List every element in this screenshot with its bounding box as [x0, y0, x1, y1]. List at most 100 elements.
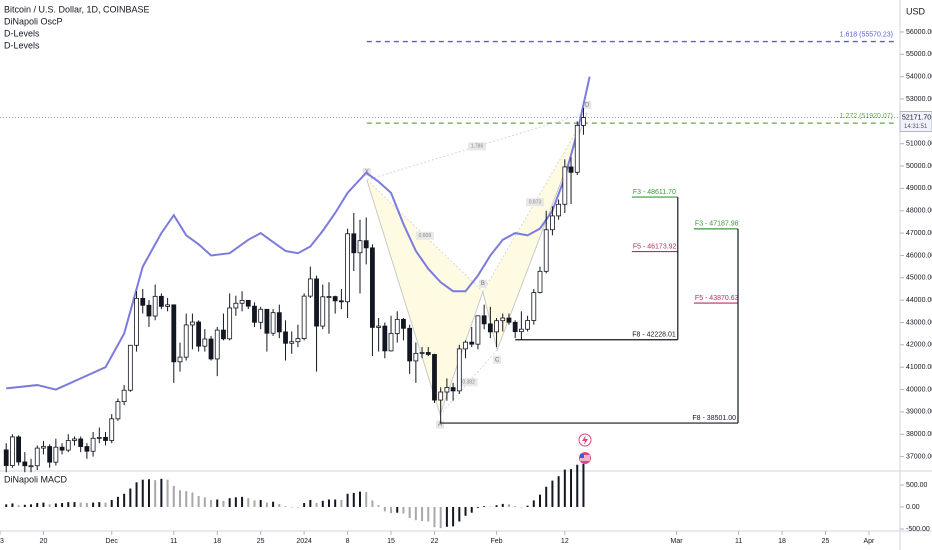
candle-body — [34, 447, 40, 467]
candle-body — [301, 295, 307, 339]
d-level-label: F8 - 38501.00 — [692, 415, 736, 422]
macd-bar — [557, 476, 560, 507]
x-tick-label: Feb — [491, 538, 503, 545]
macd-bar — [216, 499, 219, 507]
candle-body — [78, 438, 84, 447]
macd-bar — [54, 503, 57, 507]
candle-body — [109, 418, 115, 441]
pattern-point-box — [583, 100, 592, 109]
macd-bar — [545, 486, 548, 507]
y-tick-label: 44000.00 — [906, 297, 932, 304]
d-level-label: F5 - 43870.63 — [695, 295, 739, 302]
macd-bar — [464, 506, 467, 516]
macd-bar — [17, 505, 20, 507]
macd-bar — [85, 503, 88, 507]
x-tick-label: 11 — [170, 538, 177, 545]
candle-body — [10, 436, 15, 466]
candle-body — [190, 321, 195, 326]
candle-body — [351, 233, 357, 254]
macd-bar — [247, 498, 250, 507]
macd-bar — [501, 503, 504, 507]
ratio-box — [526, 198, 545, 207]
candle-body — [382, 325, 388, 352]
macd-bar — [110, 499, 113, 507]
macd-bar — [241, 496, 244, 507]
macd-bar — [408, 506, 411, 518]
y-tick-label: 51000.00 — [906, 141, 932, 148]
macd-bar — [98, 502, 101, 507]
extension-label: 1.272 (51920.07) — [840, 113, 893, 120]
y-tick-label: 46000.00 — [906, 252, 932, 259]
x-tick-label: 2024 — [296, 538, 312, 545]
x-tick-label: Dec — [105, 538, 118, 545]
candle-body — [264, 308, 270, 334]
macd-bar — [5, 504, 8, 507]
candle-body — [84, 446, 90, 452]
candle-body — [469, 341, 475, 345]
x-tick-label: Mar — [671, 538, 684, 545]
candle-body — [258, 308, 264, 323]
y-tick-label: 50000.00 — [906, 163, 932, 170]
candle-body — [165, 304, 170, 307]
candle-body — [270, 312, 276, 334]
macd-bar — [309, 499, 312, 507]
macd-bar — [79, 502, 82, 507]
x-tick-label: 12 — [561, 538, 569, 545]
candle-body — [96, 436, 102, 439]
candle-body — [438, 391, 444, 401]
y-tick-label: 56000.00 — [906, 29, 932, 36]
macd-bar — [520, 506, 523, 508]
macd-bar — [23, 504, 26, 507]
y-tick-label: 41000.00 — [906, 364, 932, 371]
pattern-point-box — [478, 279, 487, 288]
macd-bar — [123, 493, 126, 507]
macd-bar — [11, 503, 14, 507]
pattern-ratio: 0.609 — [419, 233, 432, 239]
candle-body — [500, 317, 506, 322]
ratio-box — [468, 142, 486, 151]
candle-body — [568, 166, 574, 173]
macd-bar — [129, 488, 132, 507]
pattern-point-box — [362, 167, 371, 176]
macd-bar — [166, 479, 169, 507]
macd-bar — [576, 464, 579, 507]
last-price-label: 52171.70 — [902, 114, 931, 121]
macd-bar — [489, 506, 492, 508]
candle-body — [394, 318, 400, 334]
macd-bar — [253, 500, 256, 507]
pattern-point-box — [493, 355, 502, 364]
macd-bar — [371, 500, 374, 507]
macd-bar — [259, 499, 262, 507]
candle-body — [227, 307, 233, 340]
macd-bar — [352, 492, 355, 507]
macd-bar — [334, 499, 337, 507]
candle-body — [47, 446, 53, 463]
macd-bar — [377, 505, 380, 507]
candle-body — [115, 401, 121, 420]
candle-body — [550, 215, 555, 231]
macd-bar — [383, 506, 386, 512]
candle-body — [289, 341, 295, 344]
candle-body — [276, 312, 282, 333]
x-tick-label: 18 — [778, 538, 786, 545]
y-tick-label: 37000.00 — [906, 453, 932, 460]
macd-bar — [228, 498, 231, 507]
macd-bar — [551, 480, 554, 507]
macd-bar — [284, 506, 287, 507]
macd-bar — [172, 485, 175, 507]
d-level-label: F3 - 48611.70 — [633, 189, 676, 196]
candle-body — [233, 302, 239, 309]
x-tick-label: 11 — [735, 538, 742, 545]
countdown: 14:31:51 — [904, 124, 928, 130]
candle-body — [307, 278, 313, 297]
candle-body — [537, 270, 543, 293]
macd-tick-label: 0.00 — [906, 504, 920, 511]
macd-bar — [141, 479, 144, 507]
macd-bar — [539, 494, 541, 507]
macd-bar — [234, 497, 237, 507]
d-level-label: F5 - 46173.92 — [633, 243, 677, 250]
candle-body — [208, 338, 214, 360]
candle-body — [320, 296, 326, 327]
